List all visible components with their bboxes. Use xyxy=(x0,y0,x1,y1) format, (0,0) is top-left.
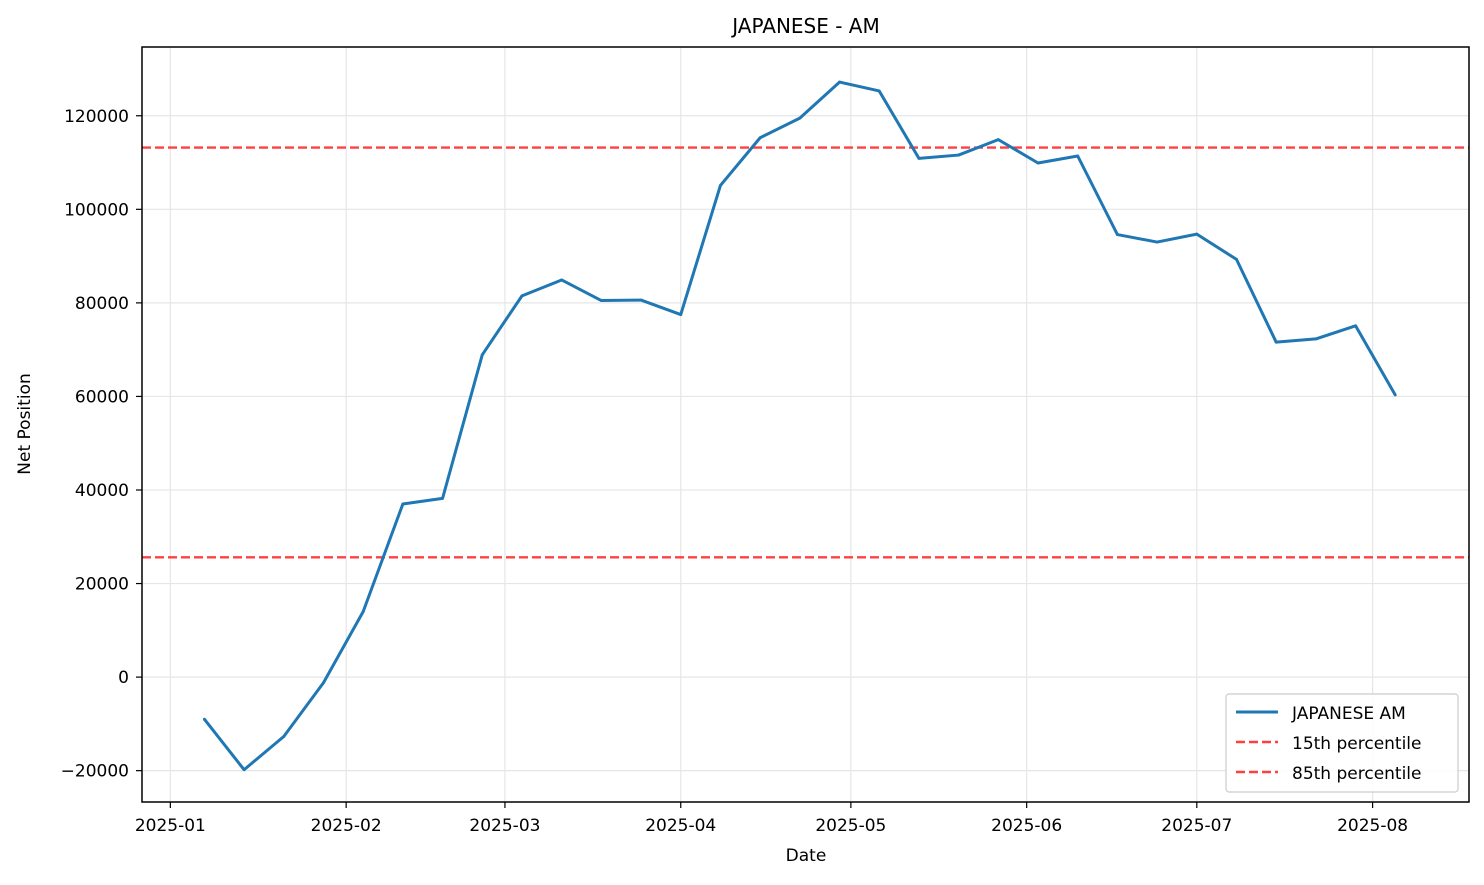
data-point xyxy=(996,138,1000,142)
data-point xyxy=(401,502,405,506)
data-point xyxy=(560,278,564,282)
x-tick-label: 2025-08 xyxy=(1337,816,1408,836)
data-point xyxy=(1235,257,1238,261)
x-axis-label: Date xyxy=(786,846,827,866)
x-tick-label: 2025-06 xyxy=(991,816,1062,836)
data-point xyxy=(917,156,921,160)
data-point xyxy=(838,80,841,84)
data-point xyxy=(480,353,484,357)
x-tick-label: 2025-04 xyxy=(645,816,716,836)
data-point xyxy=(1036,161,1040,165)
data-point xyxy=(322,681,325,685)
y-tick-label: 100000 xyxy=(64,200,129,220)
legend-label-series: JAPANESE AM xyxy=(1291,704,1406,724)
data-point xyxy=(798,116,802,120)
x-tick-label: 2025-05 xyxy=(815,816,886,836)
y-tick-label: 40000 xyxy=(75,481,129,501)
y-tick-label: 120000 xyxy=(64,107,129,127)
data-point xyxy=(361,610,365,614)
data-point xyxy=(242,768,246,772)
x-tick-label: 2025-02 xyxy=(311,816,382,836)
legend-box xyxy=(1225,693,1459,793)
data-point xyxy=(441,497,444,500)
legend-label-85th: 85th percentile xyxy=(1292,764,1422,784)
x-tick-label: 2025-07 xyxy=(1161,816,1232,836)
data-point xyxy=(1393,393,1397,397)
x-tick-label: 2025-01 xyxy=(135,816,206,836)
y-tick-label: 20000 xyxy=(75,575,129,595)
y-tick-label: 0 xyxy=(118,668,129,688)
plot-frame xyxy=(141,46,1470,803)
y-axis-ticks: −20000 0 20000 40000 60000 80000 100000 120000 xyxy=(61,107,142,782)
data-point xyxy=(679,313,683,316)
legend: JAPANESE AM 15th percentile 85th percent… xyxy=(1225,693,1459,793)
y-axis-label: Net Position xyxy=(15,373,35,474)
data-point xyxy=(1155,240,1159,244)
data-point xyxy=(1076,154,1080,158)
data-point xyxy=(599,299,603,302)
data-point xyxy=(639,298,643,302)
grid-layer xyxy=(142,47,1469,802)
data-point xyxy=(520,294,524,298)
data-point xyxy=(202,717,206,721)
data-point xyxy=(1116,233,1119,236)
x-tick-label: 2025-03 xyxy=(469,816,540,836)
data-point xyxy=(957,153,961,157)
chart-title: JAPANESE - AM xyxy=(730,14,880,38)
reference-lines xyxy=(142,146,1469,559)
data-point xyxy=(282,735,286,738)
y-tick-label: 80000 xyxy=(75,294,129,314)
data-point xyxy=(719,184,722,187)
legend-label-15th: 15th percentile xyxy=(1292,734,1422,754)
y-tick-label: −20000 xyxy=(61,762,129,782)
x-axis-ticks: 2025-01 2025-02 2025-03 2025-04 2025-05 2025-… xyxy=(135,802,1408,836)
data-point xyxy=(1314,337,1318,341)
y-tick-label: 60000 xyxy=(75,387,129,407)
data-point xyxy=(1274,340,1278,344)
series-layer xyxy=(202,80,1397,772)
data-point xyxy=(877,89,881,93)
data-point xyxy=(1195,232,1199,236)
data-point xyxy=(1354,324,1357,328)
data-point xyxy=(758,136,762,140)
